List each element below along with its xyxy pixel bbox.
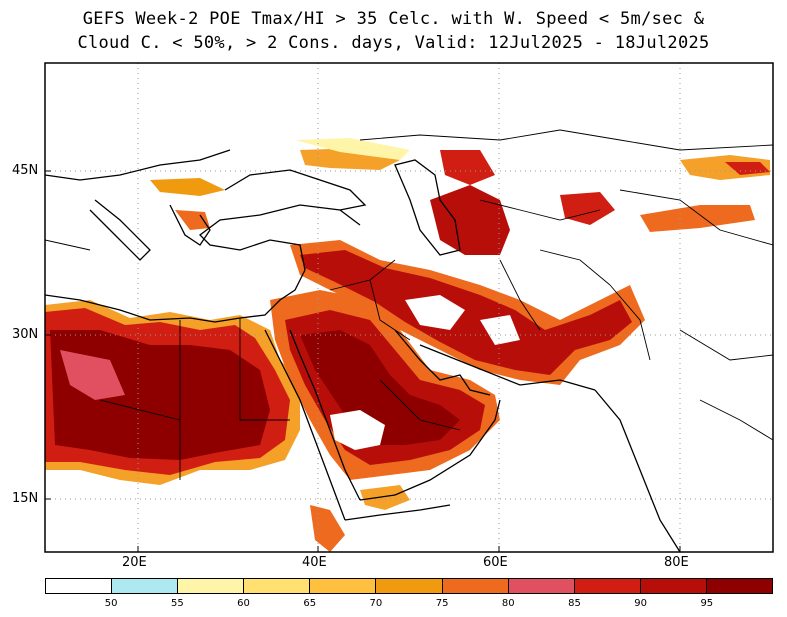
- coast-horn-africa: [344, 504, 451, 521]
- colorbar-tick-label: 50: [104, 598, 118, 609]
- lat-label-45n: 45N: [12, 163, 39, 178]
- colorbar-tick-label: 90: [634, 598, 647, 609]
- map-title-line-1: GEFS Week-2 POE Tmax/HI > 35 Celc. with …: [82, 9, 705, 29]
- colorbar-tick-label: 65: [303, 598, 317, 609]
- coast-india-west: [594, 389, 681, 552]
- shade-iran-clear-2: [480, 315, 520, 345]
- colorbar-segment: [508, 579, 575, 593]
- colorbar-segment: [46, 579, 113, 593]
- lon-label-60e: 60E: [483, 555, 508, 570]
- colorbar-tick-label: 60: [237, 598, 250, 609]
- colorbar-segment: [112, 579, 179, 593]
- colorbar-tick-label: 75: [435, 598, 449, 609]
- coast-arabia-south: [359, 399, 501, 501]
- coast-red-sea-west: [264, 329, 346, 521]
- shade-mongolia-core: [725, 162, 770, 175]
- lon-label-20e: 20E: [122, 555, 147, 570]
- colorbar-tick-label: 95: [700, 598, 714, 609]
- coast-north-africa: [45, 269, 306, 323]
- colorbar-segment: [310, 579, 377, 593]
- coast-iran-south: [419, 344, 596, 391]
- coast-levant-turkey: [199, 204, 361, 271]
- colorbar-segment: [376, 579, 443, 593]
- probability-shading: [45, 138, 770, 552]
- map-frame: [44, 62, 774, 553]
- colorbar: [45, 578, 773, 594]
- coastlines: [45, 149, 681, 552]
- colorbar-tick-label: 80: [501, 598, 515, 609]
- colorbar-segment: [244, 579, 311, 593]
- lat-label-15n: 15N: [12, 491, 39, 506]
- colorbar-segment: [442, 579, 509, 593]
- shade-balkans: [150, 178, 225, 196]
- shade-iran-clear-1: [405, 295, 465, 330]
- lon-label-40e: 40E: [302, 555, 327, 570]
- colorbar-segment: [574, 579, 641, 593]
- shade-east-africa: [310, 505, 345, 552]
- coast-gulf: [394, 329, 491, 396]
- coast-mainland-europe-north: [45, 149, 231, 181]
- map-title-line-2: Cloud C. < 50%, > 2 Cons. days, Valid: 1…: [77, 33, 710, 53]
- axis-ticks: [45, 170, 681, 552]
- shade-yemen-somalia: [360, 485, 410, 510]
- coast-italy: [89, 199, 151, 261]
- shade-east-strip: [640, 205, 755, 232]
- shade-sahara-lower: [60, 350, 125, 400]
- shade-arabia-clear: [330, 410, 385, 450]
- coast-greece: [169, 204, 211, 246]
- colorbar-tick-label: 85: [568, 598, 581, 609]
- colorbar-segment: [706, 579, 773, 593]
- coast-caspian: [394, 159, 461, 256]
- colorbar-tick-label: 55: [170, 598, 184, 609]
- shade-central-asia-north: [440, 150, 495, 185]
- borders: [45, 129, 773, 480]
- shade-iran-core: [300, 250, 632, 375]
- lon-label-80e: 80E: [664, 555, 689, 570]
- colorbar-segment: [640, 579, 707, 593]
- colorbar-tick-label: 70: [369, 598, 383, 609]
- colorbar-segment: [178, 579, 245, 593]
- shade-arabia-inner: [300, 330, 460, 445]
- coast-red-sea-east: [289, 329, 361, 501]
- lat-label-30n: 30N: [12, 327, 39, 342]
- shade-kazakh-yellow: [295, 138, 410, 160]
- shade-greece: [175, 210, 210, 230]
- coast-black-sea: [224, 169, 367, 211]
